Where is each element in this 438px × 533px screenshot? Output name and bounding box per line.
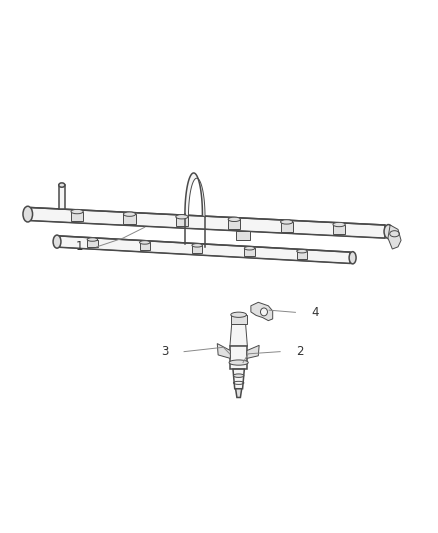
Polygon shape xyxy=(228,220,240,229)
Ellipse shape xyxy=(87,238,98,241)
Polygon shape xyxy=(251,302,273,321)
Polygon shape xyxy=(31,207,385,238)
Ellipse shape xyxy=(59,183,65,187)
Ellipse shape xyxy=(297,249,307,253)
Polygon shape xyxy=(297,251,307,259)
Ellipse shape xyxy=(349,252,356,264)
Polygon shape xyxy=(192,245,202,253)
Ellipse shape xyxy=(71,209,83,214)
Polygon shape xyxy=(244,248,255,256)
Text: 4: 4 xyxy=(311,306,319,319)
Ellipse shape xyxy=(233,374,244,377)
Polygon shape xyxy=(87,239,98,247)
Text: 2: 2 xyxy=(296,345,304,358)
Ellipse shape xyxy=(261,308,268,316)
Ellipse shape xyxy=(229,360,248,365)
Ellipse shape xyxy=(333,222,345,227)
Polygon shape xyxy=(60,236,350,263)
Polygon shape xyxy=(281,222,293,231)
Ellipse shape xyxy=(244,246,255,250)
Polygon shape xyxy=(388,225,401,249)
Ellipse shape xyxy=(140,241,150,244)
Ellipse shape xyxy=(281,220,293,224)
Polygon shape xyxy=(185,173,205,217)
Ellipse shape xyxy=(124,212,136,216)
Polygon shape xyxy=(59,185,65,209)
Ellipse shape xyxy=(384,224,393,239)
Ellipse shape xyxy=(231,312,247,317)
Polygon shape xyxy=(230,346,247,369)
Ellipse shape xyxy=(228,217,240,222)
Polygon shape xyxy=(236,389,242,398)
Polygon shape xyxy=(176,217,188,227)
Polygon shape xyxy=(333,224,345,234)
Ellipse shape xyxy=(23,206,32,222)
Text: 3: 3 xyxy=(161,345,168,358)
Polygon shape xyxy=(230,325,247,346)
Polygon shape xyxy=(217,344,230,358)
Text: 1: 1 xyxy=(75,240,83,253)
Polygon shape xyxy=(231,315,247,325)
Polygon shape xyxy=(247,345,259,358)
Polygon shape xyxy=(237,231,250,240)
Ellipse shape xyxy=(176,215,188,219)
Ellipse shape xyxy=(53,235,61,248)
Polygon shape xyxy=(124,214,136,224)
Polygon shape xyxy=(140,243,150,251)
Ellipse shape xyxy=(192,244,202,247)
Polygon shape xyxy=(71,212,83,221)
Polygon shape xyxy=(233,369,244,389)
